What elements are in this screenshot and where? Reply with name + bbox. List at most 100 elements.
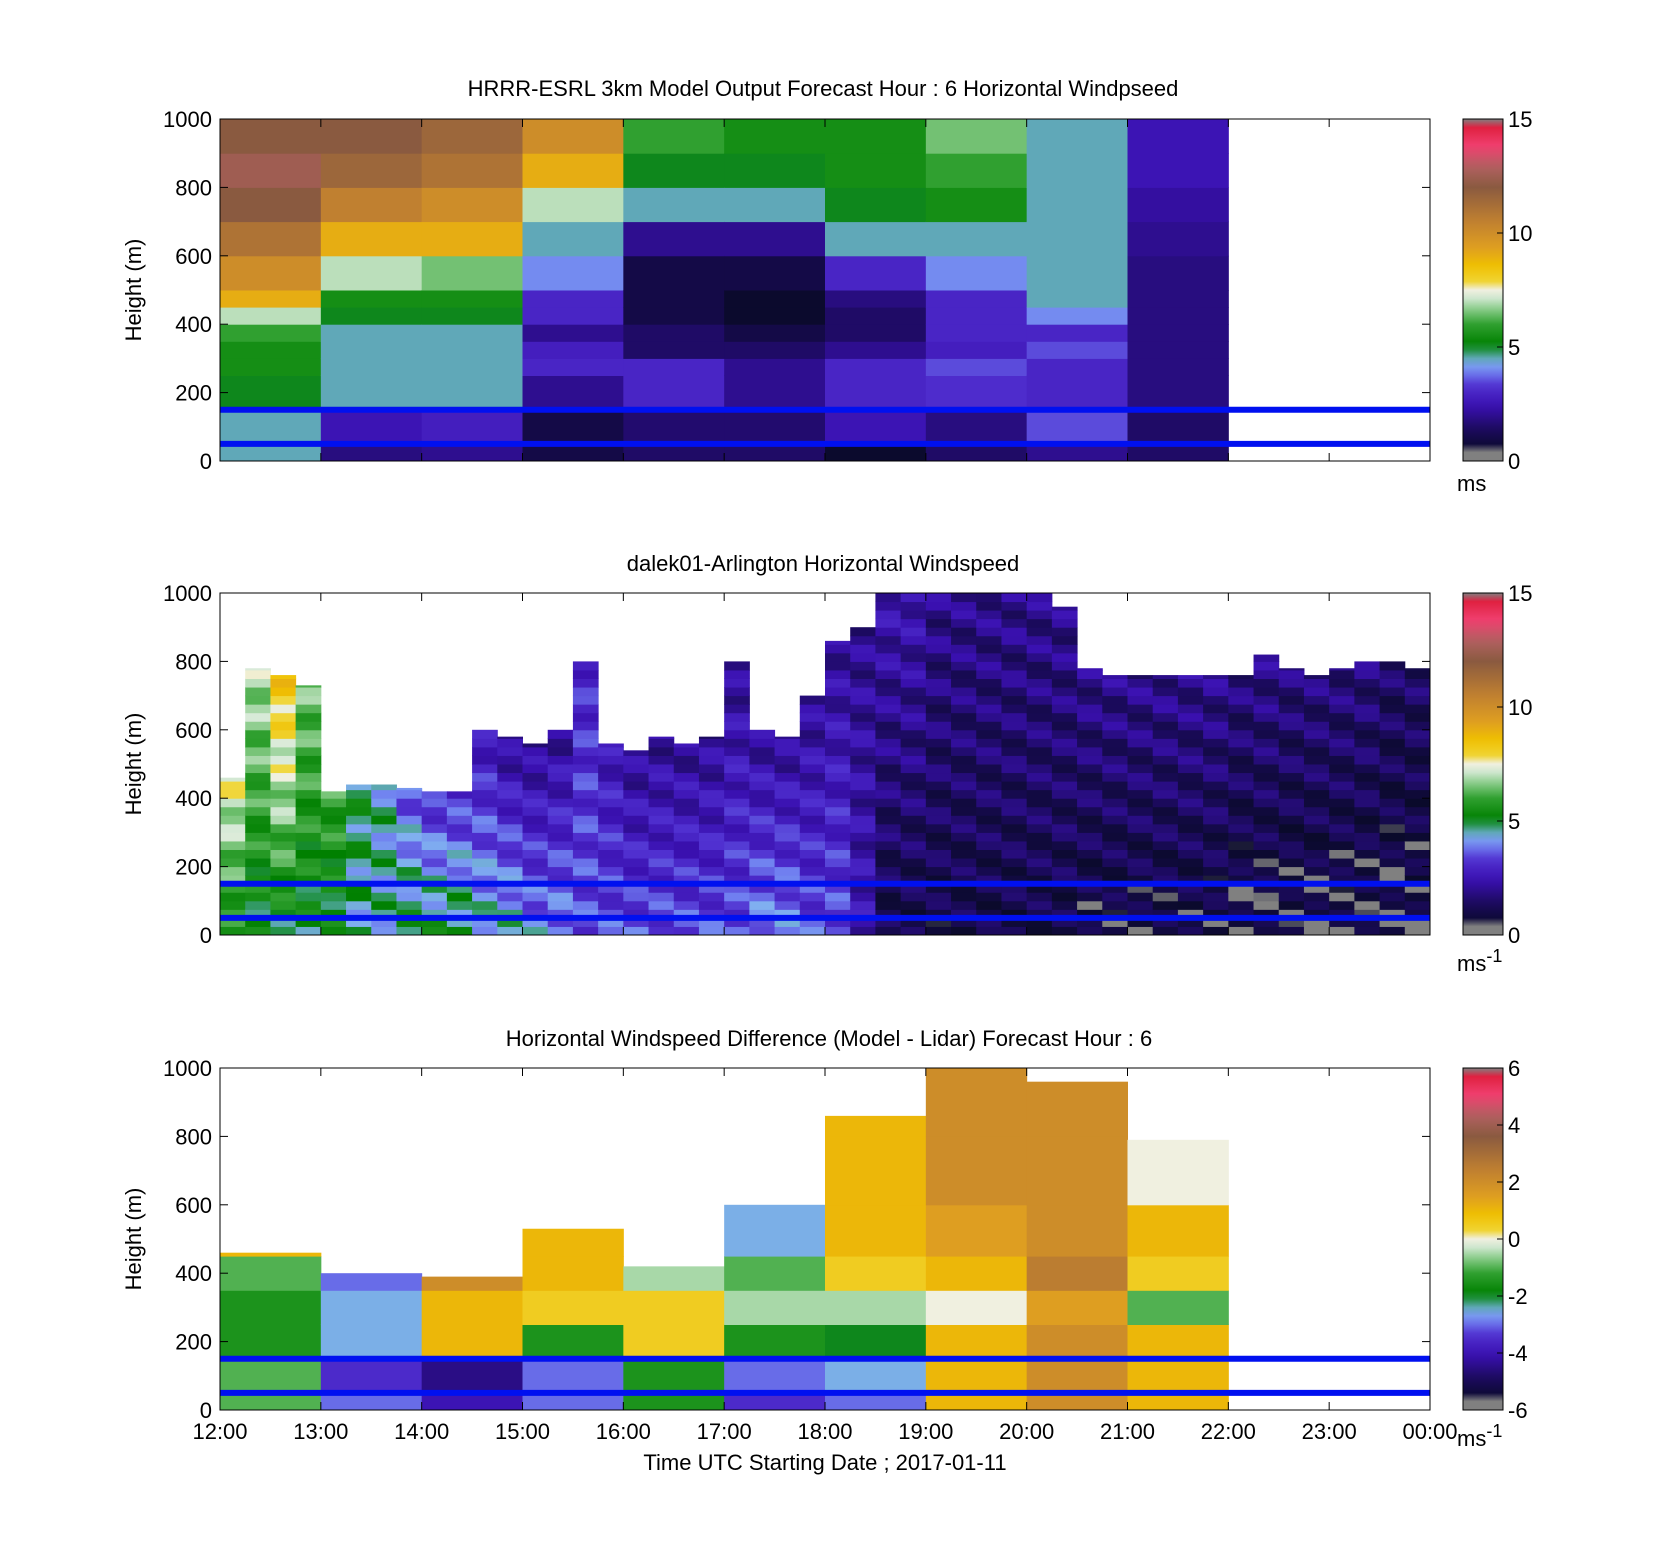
heatmap-cell: [472, 909, 498, 919]
heatmap-cell: [547, 875, 574, 885]
heatmap-cell: [825, 358, 927, 376]
heatmap-cell: [320, 187, 423, 223]
heatmap-cell: [925, 324, 1028, 342]
heatmap-cell: [1001, 601, 1028, 611]
heatmap-cell: [1077, 712, 1103, 722]
heatmap-cell: [724, 153, 826, 188]
heatmap-cell: [270, 746, 297, 756]
heatmap-cell: [774, 926, 801, 936]
heatmap-cell: [320, 358, 423, 376]
heatmap-cell: [1077, 764, 1103, 774]
heatmap-cell: [1152, 721, 1179, 731]
heatmap-cell: [673, 789, 700, 799]
heatmap-cell: [623, 1358, 725, 1394]
heatmap-cell: [799, 781, 826, 791]
heatmap-cell: [1001, 789, 1028, 799]
heatmap-cell: [875, 669, 902, 679]
heatmap-cell: [673, 892, 700, 902]
heatmap-cell: [396, 883, 423, 893]
heatmap-cell: [1026, 738, 1053, 748]
heatmap-cell: [220, 1252, 322, 1257]
heatmap-cell: [825, 798, 851, 808]
heatmap-cell: [1404, 832, 1431, 842]
heatmap-cell: [976, 866, 1002, 876]
heatmap-cell: [245, 695, 271, 705]
heatmap-cell: [1127, 926, 1154, 936]
heatmap-cell: [900, 593, 927, 603]
heatmap-cell: [1177, 772, 1204, 782]
heatmap-cell: [925, 627, 952, 637]
heatmap-cell: [421, 806, 448, 816]
heatmap-cell: [396, 926, 423, 936]
heatmap-cell: [1379, 764, 1406, 774]
heatmap-cell: [925, 823, 952, 833]
heatmap-cell: [1026, 443, 1128, 462]
heatmap-cell: [1177, 866, 1204, 876]
heatmap-cell: [547, 789, 574, 799]
heatmap-cell: [925, 661, 952, 671]
heatmap-cell: [320, 1273, 423, 1291]
heatmap-cell: [371, 883, 397, 893]
heatmap-cell: [951, 644, 977, 654]
heatmap-cell: [1253, 798, 1280, 808]
heatmap-cell: [623, 187, 725, 223]
heatmap-cell: [421, 358, 523, 376]
heatmap-cell: [976, 798, 1002, 808]
heatmap-cell: [1051, 606, 1078, 611]
heatmap-cell: [1354, 858, 1381, 868]
heatmap-cell: [1404, 781, 1431, 791]
heatmap-cell: [220, 806, 246, 816]
heatmap-cell: [1127, 721, 1154, 731]
heatmap-cell: [1303, 823, 1330, 833]
heatmap-cell: [270, 866, 297, 876]
heatmap-cell: [1102, 866, 1128, 876]
heatmap-cell: [673, 900, 700, 910]
heatmap-cell: [1001, 652, 1028, 662]
heatmap-cell: [295, 917, 322, 927]
heatmap-cell: [1404, 729, 1431, 739]
heatmap-cell: [472, 772, 498, 782]
heatmap-cell: [799, 772, 826, 782]
heatmap-cell: [295, 695, 322, 705]
heatmap-cell: [1404, 798, 1431, 808]
heatmap-cell: [1404, 815, 1431, 825]
heatmap-cell: [547, 798, 574, 808]
heatmap-cell: [1077, 746, 1103, 756]
heatmap-cell: [724, 755, 750, 765]
heatmap-cell: [1127, 1392, 1229, 1411]
heatmap-cell: [1278, 721, 1305, 731]
heatmap-cell: [1177, 883, 1204, 893]
heatmap-cell: [497, 866, 523, 876]
heatmap-cell: [623, 866, 650, 876]
heatmap-cell: [497, 900, 523, 910]
heatmap-cell: [1303, 858, 1330, 868]
heatmap-cell: [522, 764, 549, 774]
heatmap-cell: [1026, 798, 1053, 808]
heatmap-cell: [1026, 729, 1053, 739]
heatmap-cell: [1404, 789, 1431, 799]
heatmap-cell: [925, 593, 952, 603]
heatmap-cell: [295, 823, 322, 833]
colorbar-tick-label: -6: [1508, 1398, 1528, 1423]
y-tick-label: 0: [200, 449, 212, 474]
heatmap-cell: [371, 926, 397, 936]
y-tick-label: 400: [175, 786, 212, 811]
heatmap-cell: [572, 883, 599, 893]
heatmap-cell: [1177, 798, 1204, 808]
heatmap-cell: [497, 789, 523, 799]
heatmap-cell: [648, 798, 675, 808]
heatmap-cell: [1152, 704, 1179, 714]
heatmap-cell: [976, 635, 1002, 645]
heatmap-cell: [1077, 900, 1103, 910]
heatmap-cell: [598, 858, 624, 868]
heatmap-cell: [875, 627, 902, 637]
heatmap-cell: [522, 832, 549, 842]
heatmap-cell: [724, 798, 750, 808]
heatmap-cell: [1077, 721, 1103, 731]
heatmap-cell: [245, 668, 271, 671]
heatmap-cell: [497, 806, 523, 816]
heatmap-cell: [572, 687, 599, 697]
heatmap-cell: [875, 875, 902, 885]
heatmap-cell: [724, 221, 826, 257]
heatmap-cell: [446, 917, 473, 927]
